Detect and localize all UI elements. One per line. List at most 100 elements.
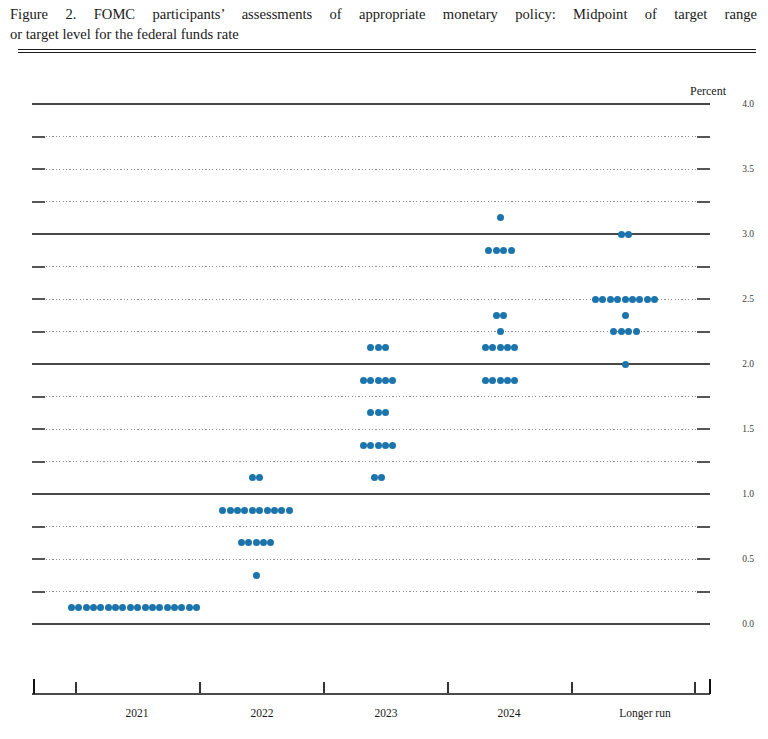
dot-plot: Percent 4.03.53.02.52.01.51.00.50.020212… — [0, 0, 768, 739]
projection-dot — [389, 377, 396, 384]
x-axis-label: 2021 — [126, 707, 149, 719]
projection-dot — [260, 539, 267, 546]
projection-dot — [375, 377, 382, 384]
projection-dot — [375, 409, 382, 416]
x-axis-tick — [447, 682, 449, 693]
projection-dot — [249, 474, 256, 481]
projection-dot — [497, 377, 504, 384]
gridline-dotted — [32, 136, 710, 137]
projection-dot — [607, 296, 614, 303]
projection-dot — [500, 312, 507, 319]
projection-dot — [75, 604, 82, 611]
projection-dot — [592, 296, 599, 303]
gridline-dotted — [32, 396, 710, 397]
x-axis-line — [32, 693, 710, 695]
y-axis-tick-label: 2.5 — [728, 294, 754, 304]
projection-dot — [241, 507, 248, 514]
projection-dot — [511, 344, 518, 351]
y-axis-tick-label: 0.5 — [728, 554, 754, 564]
projection-dot — [382, 409, 389, 416]
gridline-solid — [32, 363, 710, 365]
y-axis-tick-label: 1.0 — [728, 489, 754, 499]
x-axis-tick — [33, 679, 35, 694]
y-axis-unit-label: Percent — [690, 84, 726, 99]
x-axis-tick — [694, 682, 696, 693]
projection-dot — [636, 296, 643, 303]
x-axis-tick — [709, 679, 711, 694]
projection-dot — [178, 604, 185, 611]
projection-dot — [164, 604, 171, 611]
projection-dot — [375, 442, 382, 449]
projection-dot — [644, 296, 651, 303]
gridline-solid — [32, 233, 710, 235]
y-axis-tick-label: 3.0 — [728, 229, 754, 239]
projection-dot — [156, 604, 163, 611]
projection-dot — [489, 377, 496, 384]
x-axis-label: 2024 — [498, 707, 521, 719]
projection-dot — [625, 231, 632, 238]
projection-dot — [193, 604, 200, 611]
projection-dot — [497, 214, 504, 221]
projection-dot — [375, 344, 382, 351]
projection-dot — [127, 604, 134, 611]
projection-dot — [504, 344, 511, 351]
gridline-dotted — [32, 461, 710, 462]
projection-dot — [256, 507, 263, 514]
projection-dot — [105, 604, 112, 611]
gridline-dotted — [32, 331, 710, 332]
projection-dot — [171, 604, 178, 611]
projection-dot — [267, 539, 274, 546]
projection-dot — [83, 604, 90, 611]
projection-dot — [234, 507, 241, 514]
projection-dot — [271, 507, 278, 514]
projection-dot — [245, 539, 252, 546]
projection-dot — [227, 507, 234, 514]
projection-dot — [622, 312, 629, 319]
gridline-dotted — [32, 429, 710, 430]
y-axis-tick-label: 3.5 — [728, 164, 754, 174]
gridline-solid — [32, 623, 710, 625]
projection-dot — [360, 377, 367, 384]
projection-dot — [382, 442, 389, 449]
projection-dot — [629, 296, 636, 303]
projection-dot — [238, 539, 245, 546]
projection-dot — [219, 507, 226, 514]
projection-dot — [625, 328, 632, 335]
projection-dot — [482, 377, 489, 384]
projection-dot — [142, 604, 149, 611]
projection-dot — [367, 442, 374, 449]
projection-dot — [382, 344, 389, 351]
projection-dot — [134, 604, 141, 611]
projection-dot — [371, 474, 378, 481]
projection-dot — [504, 377, 511, 384]
x-axis-label: 2023 — [375, 707, 398, 719]
projection-dot — [249, 507, 256, 514]
projection-dot — [253, 539, 260, 546]
projection-dot — [382, 377, 389, 384]
projection-dot — [360, 442, 367, 449]
x-axis-label: 2022 — [251, 707, 274, 719]
projection-dot — [599, 296, 606, 303]
projection-dot — [651, 296, 658, 303]
projection-dot — [618, 231, 625, 238]
projection-dot — [389, 442, 396, 449]
projection-dot — [497, 344, 504, 351]
y-axis-tick-label: 2.0 — [728, 359, 754, 369]
projection-dot — [97, 604, 104, 611]
gridline-dotted — [32, 169, 710, 170]
y-axis-tick-label: 1.5 — [728, 424, 754, 434]
gridline-dotted — [32, 526, 710, 527]
projection-dot — [286, 507, 293, 514]
x-axis-label: Longer run — [619, 707, 670, 719]
projection-dot — [482, 344, 489, 351]
projection-dot — [489, 344, 496, 351]
projection-dot — [367, 377, 374, 384]
y-axis-tick-label: 4.0 — [728, 99, 754, 109]
projection-dot — [485, 247, 492, 254]
projection-dot — [256, 474, 263, 481]
projection-dot — [493, 247, 500, 254]
projection-dot — [622, 296, 629, 303]
projection-dot — [367, 344, 374, 351]
gridline-dotted — [32, 266, 710, 267]
projection-dot — [493, 312, 500, 319]
